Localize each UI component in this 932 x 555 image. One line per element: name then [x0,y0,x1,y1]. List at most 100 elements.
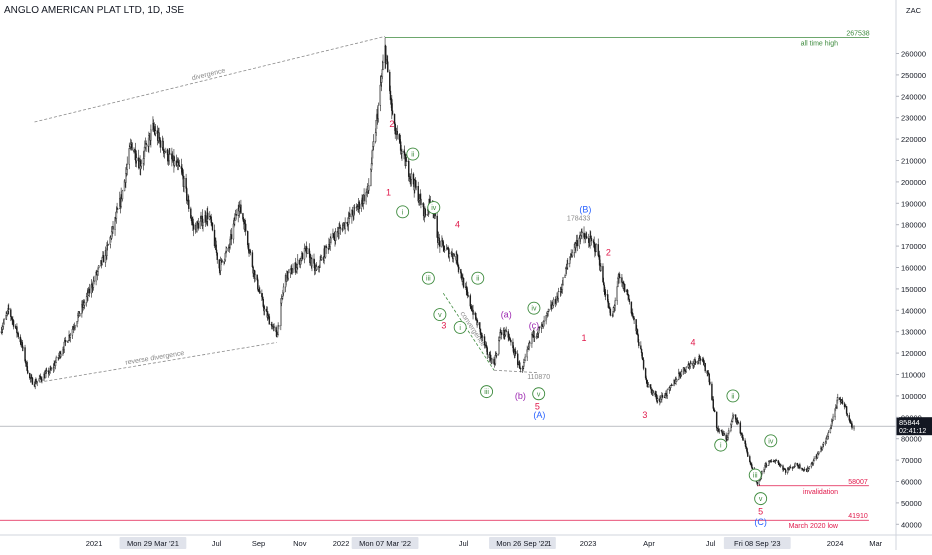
wave-circle [748,468,762,482]
candle-body [485,345,488,348]
candle-body [498,340,500,355]
candle-body [306,248,308,254]
candle-body [375,120,377,133]
candle-body [799,464,801,469]
candle-body [40,377,42,380]
candle-body [623,283,626,292]
candle-body [614,300,616,306]
candle-body [281,296,283,299]
wave-label: 3 [642,410,647,420]
candle-body [612,311,614,316]
x-tick-label: Nov [293,539,307,548]
candle-body [268,316,271,325]
y-tick-label: 150000 [901,285,926,294]
candle-body [275,327,277,333]
candle-body [510,340,512,343]
candle-body [778,462,780,466]
y-tick-label: 50000 [901,499,922,508]
candle-body [604,294,607,296]
candle-body [256,274,258,280]
candle-body [466,289,468,293]
candle-body [590,236,592,239]
y-tick-label: 160000 [901,264,926,273]
candle-body [636,329,639,335]
candle-body [152,123,155,130]
candle-body [595,244,597,252]
candle-body [92,280,95,288]
y-tick-label: 170000 [901,242,926,251]
candle-body [289,268,292,274]
candle-body [851,423,853,429]
candle-body [125,173,127,183]
candle-body [131,142,133,151]
candle-body [751,467,754,470]
horizontal-levels: 267538 all time high 58007 invalidation 4191… [0,30,932,530]
candle-body [812,460,815,464]
candle-body [644,368,647,379]
candle-body [353,207,356,209]
candle-body [145,143,147,145]
candle-body [692,362,695,366]
candle-body [640,348,643,353]
candle-body [211,222,214,231]
candle-body [702,359,704,362]
candle-body [79,313,81,316]
candle-body [609,308,612,316]
candle-body [742,437,744,441]
y-tick-label: 70000 [901,456,922,465]
candle-body [561,284,564,290]
candle-body [88,288,91,294]
candle-body [244,223,247,232]
candle-body [721,430,723,434]
wave-label: 5 [758,506,763,516]
candle-body [107,244,109,246]
candle-body [93,280,95,282]
candle-body [642,359,645,369]
candle-body [215,240,217,251]
candle-body [71,329,74,336]
candle-body [406,160,408,162]
candle-body [715,411,718,429]
candle-body [496,353,498,356]
candle-body [185,177,187,189]
candle-body [381,69,384,77]
candle-body [419,194,421,200]
candle-body [458,266,460,270]
candle-body [533,336,536,338]
candle-body [557,291,560,299]
wave-label: i [459,325,461,332]
candle-body [607,301,610,308]
wave-label: (A) [533,410,545,420]
candle-body [831,421,833,426]
x-tick-highlight [489,537,556,549]
candle-body [632,316,635,319]
candle-body [737,421,740,423]
candle-body [565,268,567,276]
candle-body [167,150,169,162]
candle-body [517,353,519,365]
wave-label: (c) [529,320,540,330]
price-label: 178433 [567,215,590,222]
candle-body [192,222,194,225]
candle-body [349,213,351,218]
candle-body [576,240,578,247]
wave-label: v [537,391,541,398]
candle-body [830,425,832,429]
y-tick-label: 100000 [901,392,926,401]
candle-body [238,206,241,212]
candle-body [67,340,70,343]
candle-body [712,399,714,409]
candle-body [6,310,9,314]
candle-body [822,444,824,448]
wave-circle [764,434,778,448]
candle-body [732,415,734,420]
candle-body [263,308,266,312]
candle-body [713,408,715,411]
candle-body [412,173,415,185]
candle-body [597,244,599,256]
candle-body [803,468,806,471]
candle-body [200,217,202,222]
candle-body [74,325,76,328]
